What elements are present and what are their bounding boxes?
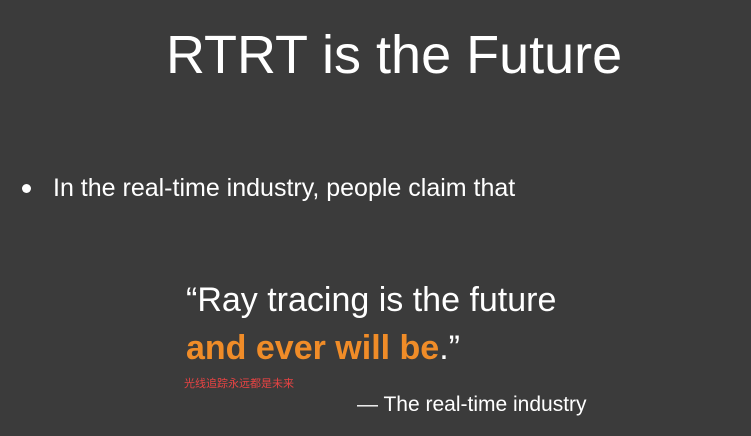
- quote: “Ray tracing is the future and ever will…: [186, 278, 556, 370]
- quote-highlight: and ever will be: [186, 329, 440, 367]
- quote-line-2: and ever will be.”: [186, 326, 556, 370]
- bullet-dot-icon: [22, 183, 31, 193]
- quote-line-1: “Ray tracing is the future: [186, 281, 557, 319]
- chinese-annotation: 光线追踪永远都是未来: [184, 377, 294, 390]
- bullet-text: In the real-time industry, people claim …: [53, 174, 516, 202]
- quote-attribution: — The real-time industry: [357, 393, 587, 416]
- bullet-item: In the real-time industry, people claim …: [18, 170, 515, 206]
- quote-closing: .”: [439, 329, 460, 367]
- slide-title: RTRT is the Future: [166, 25, 623, 85]
